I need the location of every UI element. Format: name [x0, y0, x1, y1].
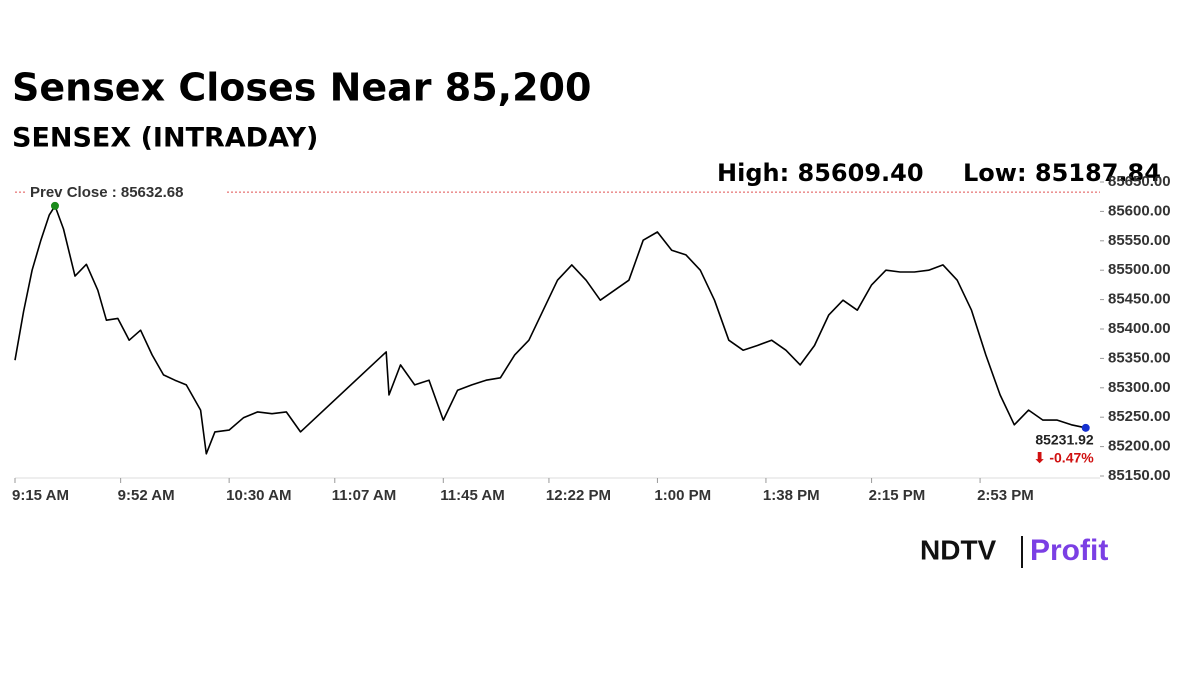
x-tick-label: 11:45 AM [440, 487, 504, 504]
y-tick-label: 85500.00 [1108, 261, 1171, 278]
y-tick-label: 85650.00 [1108, 173, 1171, 190]
x-tick-label: 11:07 AM [332, 487, 396, 504]
prev-close-bg [26, 183, 226, 202]
price-line [14, 205, 1086, 455]
x-tick-label: 10:30 AM [226, 487, 291, 504]
x-tick-label: 1:00 PM [654, 487, 711, 504]
y-tick-label: 85550.00 [1108, 232, 1171, 249]
chart-title: Sensex Closes Near 85,200 [12, 66, 591, 110]
last-marker [1081, 423, 1090, 432]
x-tick-label: 12:22 PM [546, 487, 611, 504]
x-tick-label: 9:15 AM [12, 487, 69, 504]
high-marker [50, 201, 59, 210]
high-label: High: 85609.40 [717, 159, 924, 187]
brand-product: Profit [1030, 534, 1108, 567]
y-tick-label: 85200.00 [1108, 438, 1171, 455]
x-tick-label: 2:53 PM [977, 487, 1034, 504]
y-tick-label: 85350.00 [1108, 349, 1171, 366]
change-label: ⬇ -0.47% [1034, 450, 1095, 466]
low-label: Low: 85187.84 [963, 159, 1161, 187]
y-tick-label: 85300.00 [1108, 379, 1171, 396]
chart-subtitle: SENSEX (INTRADAY) [12, 123, 318, 154]
last-value-label: 85231.92 [1035, 432, 1094, 448]
y-tick-label: 85400.00 [1108, 320, 1171, 337]
brand: NDTV [920, 534, 997, 565]
x-tick-label: 1:38 PM [763, 487, 820, 504]
prev-close-label: Prev Close : 85632.68 [30, 184, 183, 201]
y-tick-label: 85250.00 [1108, 408, 1171, 425]
x-tick-label: 2:15 PM [869, 487, 926, 504]
y-tick-label: 85600.00 [1108, 202, 1171, 219]
x-tick-label: 9:52 AM [118, 487, 175, 504]
y-tick-label: 85450.00 [1108, 291, 1171, 308]
y-tick-label: 85150.00 [1108, 467, 1171, 484]
